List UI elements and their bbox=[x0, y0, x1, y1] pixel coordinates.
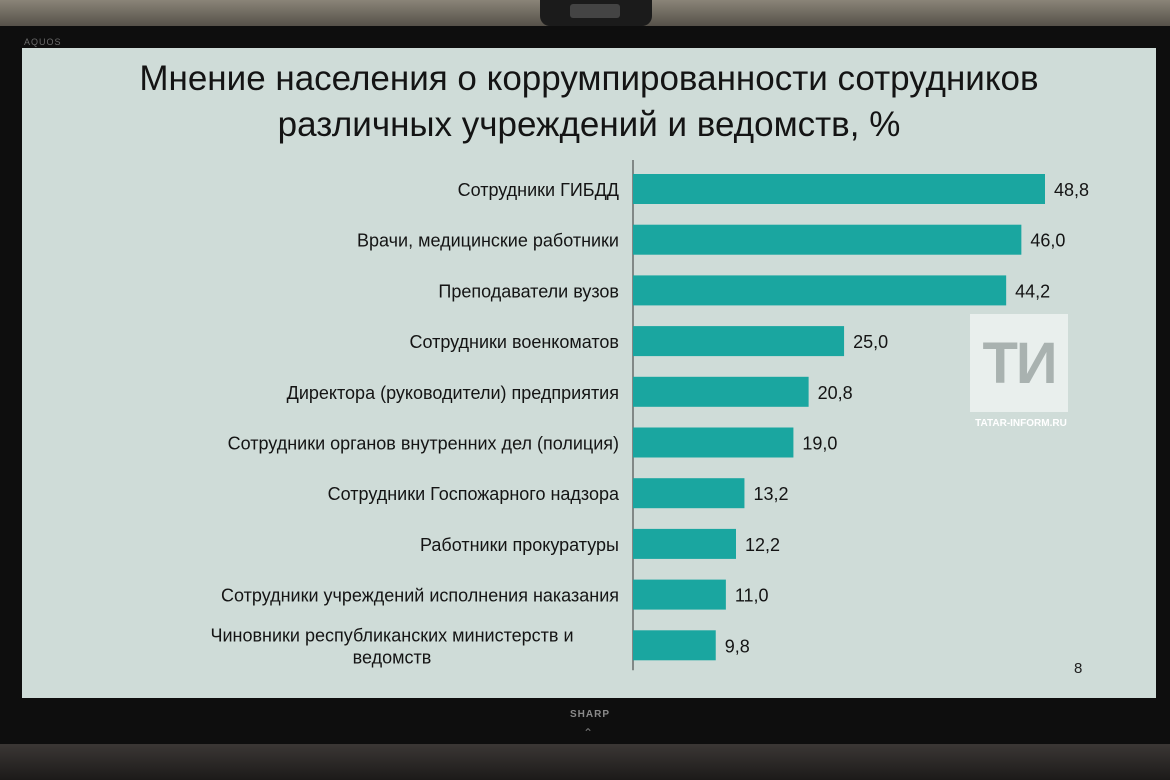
category-label-0: Сотрудники ГИБДД bbox=[458, 180, 619, 200]
bar-5 bbox=[633, 427, 794, 458]
chart-title: Мнение населения о коррумпированности со… bbox=[22, 56, 1156, 148]
bar-0 bbox=[633, 174, 1045, 204]
bar-6 bbox=[633, 478, 745, 509]
value-label-9: 9,8 bbox=[725, 636, 750, 656]
value-label-6: 13,2 bbox=[753, 484, 788, 504]
tv-brand-top: AQUOS bbox=[24, 37, 62, 47]
tatar-inform-logo-letters: ТИ bbox=[982, 331, 1057, 396]
category-label-7: Работники прокуратуры bbox=[420, 535, 619, 555]
bar-1 bbox=[633, 224, 1022, 255]
value-label-2: 44,2 bbox=[1015, 281, 1050, 301]
category-label-3: Сотрудники военкоматов bbox=[409, 332, 619, 352]
bar-4 bbox=[633, 376, 809, 407]
bar-9 bbox=[633, 630, 716, 661]
category-label-5: Сотрудники органов внутренних дел (полиц… bbox=[228, 434, 619, 454]
value-label-3: 25,0 bbox=[853, 332, 888, 352]
tv-brand-bottom: SHARP bbox=[569, 709, 610, 720]
category-label-2: Преподаватели вузов bbox=[438, 281, 619, 301]
tatar-inform-site: TATAR-INFORM.RU bbox=[975, 418, 1067, 429]
category-label-8: Сотрудники учреждений исполнения наказан… bbox=[221, 586, 619, 606]
value-label-0: 48,8 bbox=[1054, 180, 1089, 200]
category-label-9-line-0: Чиновники республиканских министерств и bbox=[210, 625, 573, 645]
bar-8 bbox=[633, 579, 726, 610]
tv-stand bbox=[0, 744, 1170, 780]
category-label-6: Сотрудники Госпожарного надзора bbox=[328, 484, 620, 504]
value-label-7: 12,2 bbox=[745, 535, 780, 555]
chart-title-line-1: Мнение населения о коррумпированности со… bbox=[139, 59, 1039, 98]
slide-screen: Мнение населения о коррумпированности со… bbox=[22, 48, 1156, 698]
slide-number: 8 bbox=[1074, 660, 1083, 677]
value-label-4: 20,8 bbox=[818, 383, 853, 403]
bar-7 bbox=[633, 528, 736, 559]
value-label-8: 11,0 bbox=[735, 586, 769, 606]
webcam bbox=[540, 0, 652, 26]
tatar-inform-logo: ТИ bbox=[970, 314, 1068, 412]
bar-chart: 48,8 Сотрудники ГИБДД 46,0 Врачи, медицинск… bbox=[210, 160, 1089, 671]
webcam-lens bbox=[570, 4, 620, 18]
value-label-1: 46,0 bbox=[1030, 231, 1065, 251]
category-label-4: Директора (руководители) предприятия bbox=[287, 383, 619, 403]
value-label-5: 19,0 bbox=[802, 434, 837, 454]
category-label-1: Врачи, медицинские работники bbox=[357, 231, 619, 251]
bar-2 bbox=[633, 275, 1007, 306]
chevron-up-icon: ⌃ bbox=[583, 726, 594, 740]
bar-3 bbox=[633, 326, 845, 357]
chart-title-line-2: различных учреждений и ведомств, % bbox=[277, 105, 901, 144]
chart-marks: 48,8 Сотрудники ГИБДД 46,0 Врачи, медицинск… bbox=[210, 174, 1089, 667]
category-label-9-line-1: ведомств bbox=[353, 647, 432, 667]
